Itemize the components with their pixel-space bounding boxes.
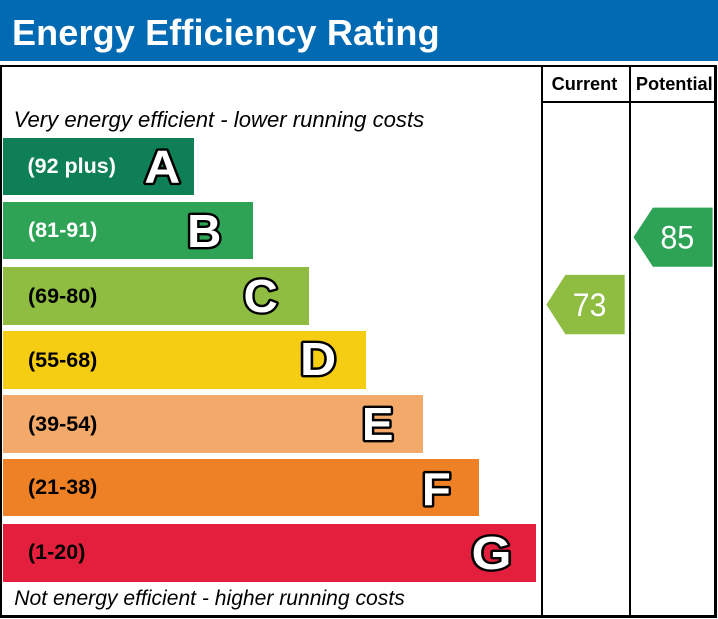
svg-text:G: G — [472, 528, 512, 579]
svg-text:85: 85 — [660, 219, 694, 256]
svg-text:C: C — [243, 271, 277, 322]
svg-text:B: B — [187, 206, 221, 257]
svg-text:E: E — [362, 399, 394, 450]
svg-text:D: D — [300, 334, 336, 386]
svg-text:A: A — [144, 142, 180, 193]
svg-text:F: F — [422, 464, 451, 515]
svg-text:73: 73 — [573, 287, 607, 323]
